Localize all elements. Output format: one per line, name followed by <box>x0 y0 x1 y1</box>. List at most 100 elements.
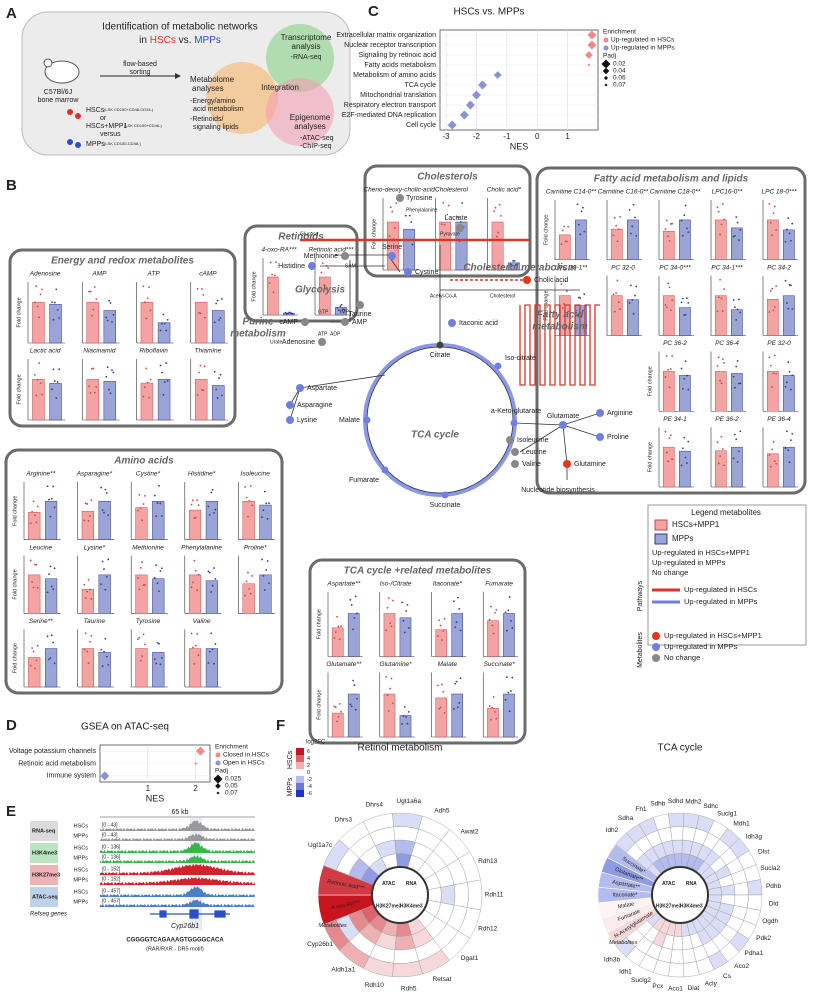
metabolite-node <box>286 401 294 409</box>
heat-cell <box>392 960 423 978</box>
data-dot <box>514 264 517 267</box>
data-dot <box>141 561 144 564</box>
data-dot <box>719 278 722 281</box>
data-dot <box>139 567 142 569</box>
data-dot <box>720 297 723 300</box>
pathway-label: Glucose <box>300 231 319 237</box>
data-dot <box>340 710 342 713</box>
metabolite-name: ATP <box>147 271 161 278</box>
ring-label: H3K4me3 <box>680 904 703 910</box>
node-label: Citrate <box>430 352 451 359</box>
node-label: Aspartate <box>307 385 337 392</box>
legend-dot <box>215 752 221 758</box>
panel-letter: F <box>276 717 285 734</box>
data-dot <box>51 388 53 391</box>
motif-note: (RAR/RXR - DR5 motif) <box>146 946 204 952</box>
data-dot <box>160 567 163 570</box>
bar <box>503 613 515 657</box>
data-dot <box>404 214 407 217</box>
data-dot <box>775 372 778 375</box>
data-dot <box>773 205 776 208</box>
data-dot <box>488 618 491 621</box>
data-dot <box>615 224 618 227</box>
data-dot <box>108 388 110 391</box>
heat-cell <box>323 919 350 951</box>
label: or <box>100 115 107 122</box>
data-dot <box>560 283 563 286</box>
data-dot <box>790 284 792 287</box>
data-dot <box>613 216 616 219</box>
bar <box>399 617 412 657</box>
gene-label: Suclg1 <box>717 810 737 817</box>
data-dot <box>668 386 671 389</box>
data-dot <box>48 658 50 661</box>
data-dot <box>617 228 620 231</box>
data-dot <box>787 361 790 363</box>
data-dot <box>634 216 636 219</box>
data-dot <box>497 231 500 234</box>
data-dot <box>716 310 719 313</box>
data-dot <box>716 441 719 444</box>
metabolite-node <box>388 252 396 260</box>
data-dot <box>215 302 218 305</box>
bar <box>714 450 727 488</box>
label: HSCs+MPP1 <box>86 123 128 130</box>
bar <box>28 574 41 614</box>
data-dot <box>247 515 249 518</box>
data-dot <box>109 302 112 304</box>
data-dot <box>721 203 724 206</box>
data-dot <box>512 260 515 262</box>
data-dot <box>155 662 158 665</box>
range-label: [0 - 136] <box>102 854 121 860</box>
data-dot <box>38 362 41 365</box>
metabolite-name: Lysine* <box>84 544 106 551</box>
data-dot <box>719 233 722 236</box>
bar <box>140 302 154 344</box>
data-dot <box>100 486 103 489</box>
ring-label: ATAC <box>382 881 396 887</box>
core <box>651 866 709 924</box>
data-dot <box>354 595 357 598</box>
data-dot <box>668 437 671 440</box>
label: (LSK CD150+CD48-) <box>124 123 162 128</box>
data-dot <box>406 603 409 606</box>
label: Transcriptome <box>281 33 332 42</box>
data-dot <box>732 375 735 378</box>
node-label: Iso-citrate <box>505 355 536 362</box>
data-dot <box>458 702 461 704</box>
data-dot <box>493 210 496 213</box>
bar <box>679 219 691 261</box>
bar <box>318 276 331 316</box>
metabolite-node <box>341 252 349 260</box>
data-dot <box>249 592 252 595</box>
label: -Energy/amino <box>190 98 236 105</box>
gene-label: Idh3g <box>746 834 763 841</box>
metabolite-name: Retinoic acid*** <box>309 247 354 254</box>
legend-label: Up-regulated in MPPs <box>652 558 726 567</box>
data-dot <box>619 308 622 311</box>
data-dot <box>349 703 352 706</box>
metabolites-label: Metabolites <box>319 923 347 929</box>
data-dot <box>769 289 772 292</box>
data-dot <box>490 718 492 721</box>
data-dot <box>772 309 775 312</box>
data-dot <box>32 650 35 653</box>
data-dot <box>192 581 194 584</box>
data-dot <box>33 374 36 376</box>
dot <box>195 746 205 756</box>
data-dot <box>163 381 166 383</box>
y-tick-label: Immune system <box>47 773 97 780</box>
data-dot <box>52 368 55 371</box>
metabolite-name: PC 36-4 <box>715 340 739 347</box>
x-axis-label: NES <box>510 141 529 151</box>
legend-title: Padj <box>603 53 616 60</box>
legend-dot <box>603 37 609 43</box>
data-dot <box>89 515 91 517</box>
data-dot <box>390 625 393 628</box>
data-dot <box>142 503 145 505</box>
data-dot <box>716 364 719 367</box>
data-dot <box>104 488 107 491</box>
signal-track <box>100 877 255 885</box>
data-dot <box>324 287 327 290</box>
tca-cycle-inner <box>366 346 514 494</box>
